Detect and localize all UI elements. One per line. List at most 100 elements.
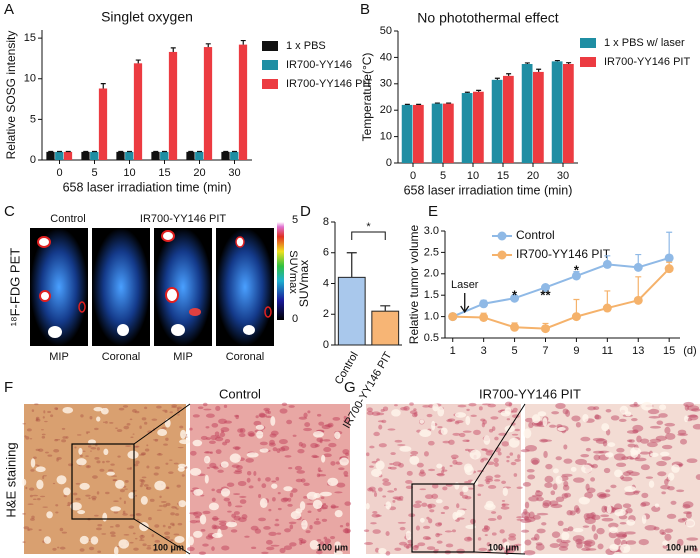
texture (281, 402, 288, 406)
bar (230, 151, 239, 160)
texture (61, 427, 66, 430)
texture (372, 529, 381, 534)
x-tick-label: 30 (557, 170, 569, 182)
texture (76, 434, 82, 436)
texture (667, 486, 675, 491)
texture (298, 441, 303, 447)
texture (56, 475, 67, 485)
texture (86, 432, 89, 435)
texture (665, 433, 676, 440)
texture (270, 416, 276, 426)
texture (88, 546, 95, 551)
texture (149, 498, 155, 502)
texture (141, 476, 147, 479)
texture (154, 480, 166, 491)
texture (102, 421, 106, 423)
pet-hotspots (37, 230, 272, 338)
texture (59, 546, 66, 550)
texture (113, 500, 119, 502)
texture (456, 548, 465, 554)
texture (96, 460, 101, 464)
texture (111, 475, 118, 477)
texture (561, 493, 569, 499)
bar (46, 151, 55, 160)
texture (600, 514, 610, 518)
texture (585, 483, 590, 491)
texture (478, 547, 488, 551)
texture (109, 525, 114, 528)
y-tick-label: 40 (380, 51, 392, 63)
texture (541, 522, 547, 526)
texture (339, 457, 349, 466)
texture (288, 521, 297, 525)
scale-bar-label: 100 μm (666, 542, 697, 552)
texture (227, 502, 232, 507)
texture (343, 470, 349, 476)
texture (525, 417, 534, 423)
texture (37, 464, 40, 467)
texture (662, 540, 669, 546)
texture (37, 497, 41, 501)
texture (110, 534, 116, 537)
texture (139, 478, 145, 482)
texture (135, 494, 138, 497)
texture (304, 422, 311, 428)
texture (592, 437, 605, 442)
texture (266, 546, 275, 551)
texture (215, 449, 222, 455)
texture (630, 449, 639, 458)
texture (659, 451, 670, 457)
texture (515, 543, 522, 546)
texture (253, 420, 262, 426)
texture (658, 413, 668, 418)
texture (40, 429, 44, 431)
texture (566, 510, 573, 516)
texture (648, 415, 661, 419)
annotation-arrow (460, 293, 470, 314)
texture (334, 491, 343, 494)
bar (431, 103, 443, 163)
texture (561, 473, 573, 477)
pet-side-label: ¹⁸F-FDG PET (7, 248, 22, 326)
x-tick-label: 15 (663, 345, 675, 357)
texture (466, 439, 470, 443)
texture (599, 493, 611, 498)
texture (289, 524, 294, 530)
texture (656, 460, 667, 467)
texture (237, 428, 244, 433)
texture (562, 408, 569, 415)
texture (490, 545, 497, 553)
texture (115, 479, 125, 489)
texture (283, 486, 293, 492)
texture (499, 529, 505, 534)
texture (193, 530, 203, 538)
texture (427, 504, 433, 509)
texture (536, 528, 546, 534)
texture (592, 450, 605, 454)
texture (160, 500, 167, 503)
texture (506, 459, 510, 463)
texture (133, 547, 139, 551)
significance-label: * (366, 221, 371, 233)
texture (189, 427, 193, 431)
texture (650, 452, 659, 458)
texture (139, 425, 142, 429)
texture (622, 503, 632, 509)
texture (664, 533, 672, 541)
texture (481, 527, 489, 533)
chart-title: No photothermal effect (417, 10, 558, 26)
y-tick-label: 2.5 (424, 246, 439, 258)
texture (284, 528, 291, 533)
texture (572, 535, 585, 543)
series-line (452, 257, 670, 318)
texture (365, 452, 370, 457)
texture (462, 430, 472, 433)
texture (91, 495, 97, 500)
texture (462, 485, 469, 493)
texture (336, 482, 346, 488)
texture (550, 503, 563, 509)
texture (527, 474, 536, 480)
texture (415, 525, 421, 531)
texture (575, 421, 581, 428)
texture (389, 463, 394, 465)
